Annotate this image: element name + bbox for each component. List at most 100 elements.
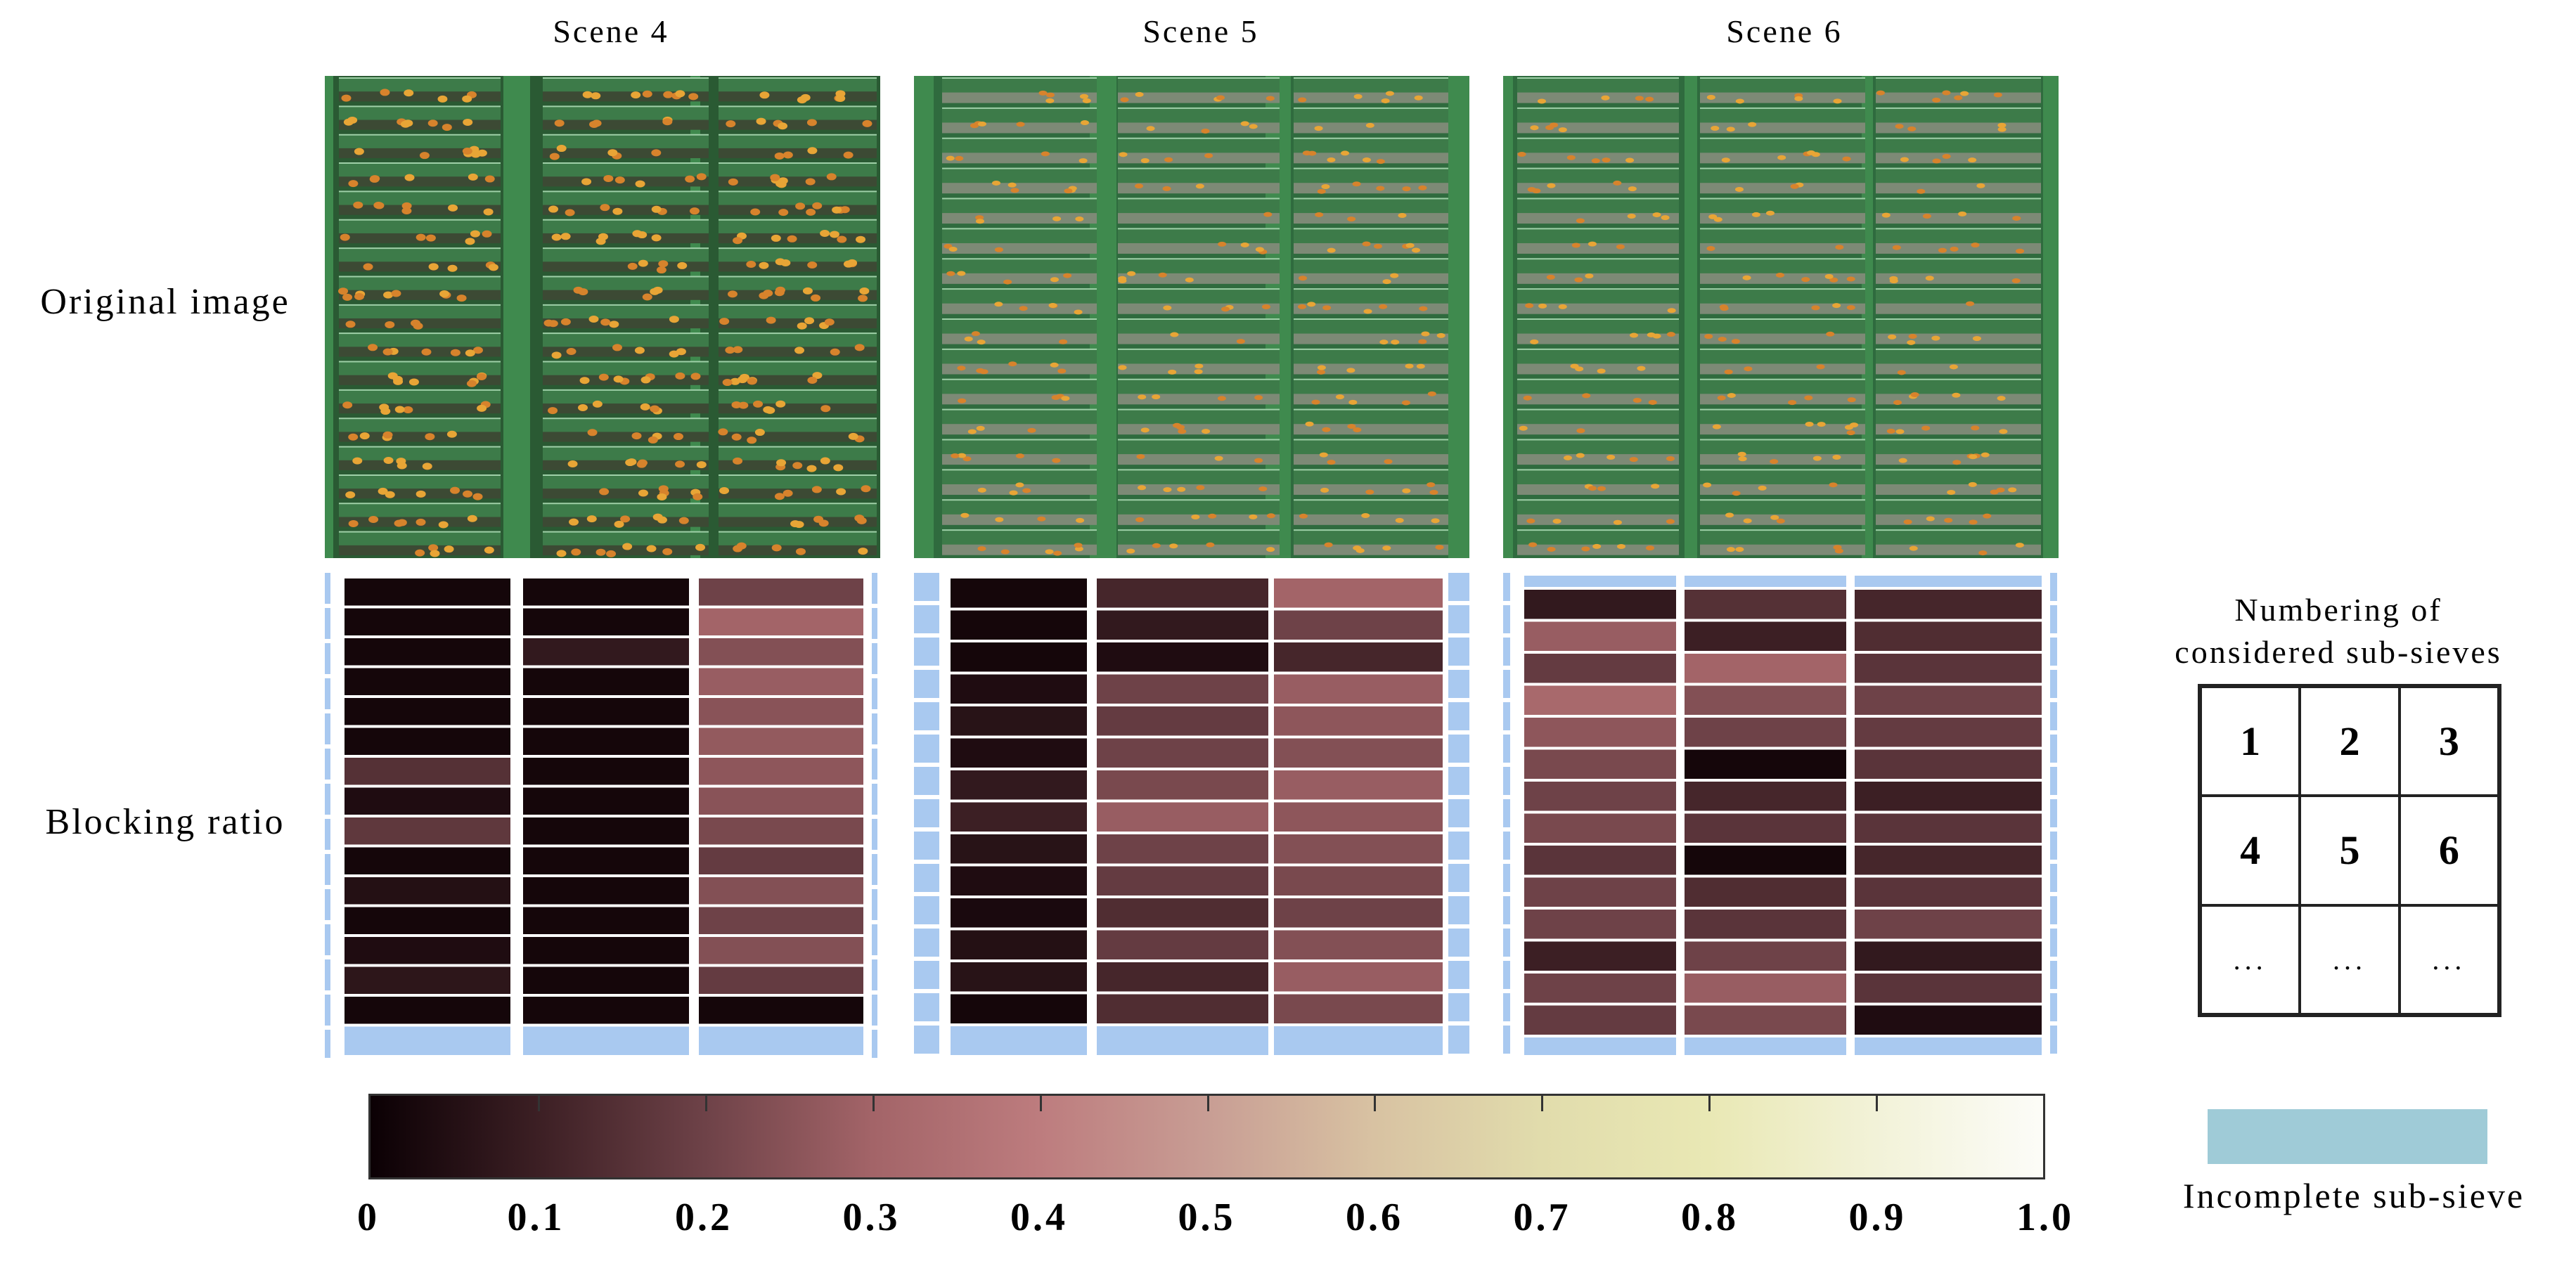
grain	[854, 344, 865, 351]
heatmap-cell	[1097, 770, 1268, 800]
grain	[1889, 278, 1898, 284]
grain	[1811, 152, 1820, 157]
incomplete-edge-strip	[1448, 573, 1469, 601]
grain	[1666, 519, 1675, 524]
grain	[1958, 211, 1967, 216]
grain	[586, 515, 597, 523]
numbering-cell: 2	[2300, 687, 2400, 796]
grain	[1152, 543, 1161, 548]
grain	[394, 406, 405, 413]
grain	[548, 407, 558, 415]
grain	[1826, 331, 1835, 337]
heatmap-cell	[699, 578, 863, 606]
incomplete-edge-strip	[872, 889, 877, 920]
sieve-louver	[1294, 259, 1448, 276]
sieve-louver	[719, 248, 877, 264]
grain	[1528, 542, 1538, 548]
grain	[482, 230, 492, 238]
heatmap-cell	[1274, 738, 1443, 768]
sieve-gap	[339, 205, 501, 215]
heatmap-cell	[1855, 910, 2042, 939]
sieve-gap	[1294, 273, 1448, 284]
grain	[1983, 513, 1992, 519]
sieve-louver	[1294, 289, 1448, 306]
grain	[728, 178, 738, 186]
scene-6-photo	[1503, 76, 2059, 558]
grain	[1816, 364, 1825, 370]
grain	[765, 406, 775, 414]
grain	[1613, 519, 1622, 525]
sieve-gap	[543, 489, 709, 499]
sieve-louver	[339, 276, 501, 292]
grain	[1538, 303, 1547, 309]
heatmap-cell	[523, 608, 689, 635]
grain	[807, 261, 818, 269]
sieve-louver	[1700, 349, 1865, 366]
heatmap-cell	[1097, 706, 1268, 736]
grain	[1576, 428, 1585, 434]
sieve-louver	[1876, 349, 2041, 366]
sieve-gap	[1118, 363, 1280, 375]
heatmap-cell	[951, 962, 1087, 992]
colorbar-tick-label: 0.3	[842, 1196, 901, 1239]
grain	[442, 124, 452, 131]
grain	[1711, 126, 1720, 131]
heatmap-cell	[1524, 654, 1676, 683]
grain	[1163, 487, 1172, 493]
heatmap-cell	[1855, 685, 2042, 715]
incomplete-edge-strip	[1503, 961, 1510, 989]
grain	[994, 247, 1003, 252]
sieve-gap	[543, 460, 709, 470]
grain	[1846, 430, 1855, 436]
grain	[1969, 454, 1978, 460]
grain	[1341, 150, 1350, 156]
incomplete-edge-strip	[1503, 638, 1510, 666]
sieve-gap	[719, 290, 877, 300]
incomplete-edge-strip	[1448, 864, 1469, 892]
grain	[1721, 157, 1730, 163]
heatmap-cell	[699, 608, 863, 635]
heatmap-cell	[1274, 770, 1443, 800]
sieve-gap	[1517, 183, 1679, 194]
grain	[1581, 546, 1590, 552]
grain	[673, 433, 683, 441]
sieve-gap	[543, 148, 709, 159]
heatmap-cell	[523, 728, 689, 755]
heatmap-cell	[951, 770, 1087, 800]
grain	[1900, 157, 1909, 162]
sieve-gap	[1517, 514, 1679, 525]
grain	[1942, 154, 1951, 160]
grain	[1908, 334, 1917, 340]
heatmap-cell	[951, 674, 1087, 704]
incomplete-sub-sieve-label: Incomplete sub-sieve	[2182, 1176, 2525, 1215]
grain	[1805, 422, 1814, 427]
incomplete-edge-strip	[2050, 638, 2057, 666]
heatmap-cell	[1685, 974, 1846, 1003]
sieve-louver	[1118, 138, 1280, 155]
grain	[1307, 302, 1316, 307]
heatmap-cell	[699, 817, 863, 845]
grain	[1327, 247, 1336, 253]
sieve-louver	[1876, 198, 2041, 216]
grain	[650, 405, 660, 413]
grain	[1176, 425, 1185, 430]
sieve-louver	[1700, 379, 1865, 396]
sieve-louver	[942, 439, 1097, 457]
sieve-louver	[1118, 530, 1280, 547]
incomplete-top-strip	[1855, 576, 2042, 587]
grain	[1362, 157, 1371, 163]
sieve-gap	[543, 318, 709, 329]
sieve-louver	[543, 106, 709, 122]
sieve-louver	[1294, 439, 1448, 457]
sieve-gap	[1876, 273, 2041, 284]
sieve-gap	[719, 489, 877, 499]
scene-5-sieve-image	[914, 76, 1469, 558]
grain	[1317, 365, 1326, 370]
heatmap-cell	[951, 866, 1087, 895]
sieve-louver	[1294, 138, 1448, 155]
grain	[1379, 304, 1388, 309]
grain	[363, 263, 373, 271]
incomplete-top-strip	[1524, 576, 1676, 587]
sieve-gap	[942, 183, 1097, 194]
grain	[1007, 182, 1017, 188]
